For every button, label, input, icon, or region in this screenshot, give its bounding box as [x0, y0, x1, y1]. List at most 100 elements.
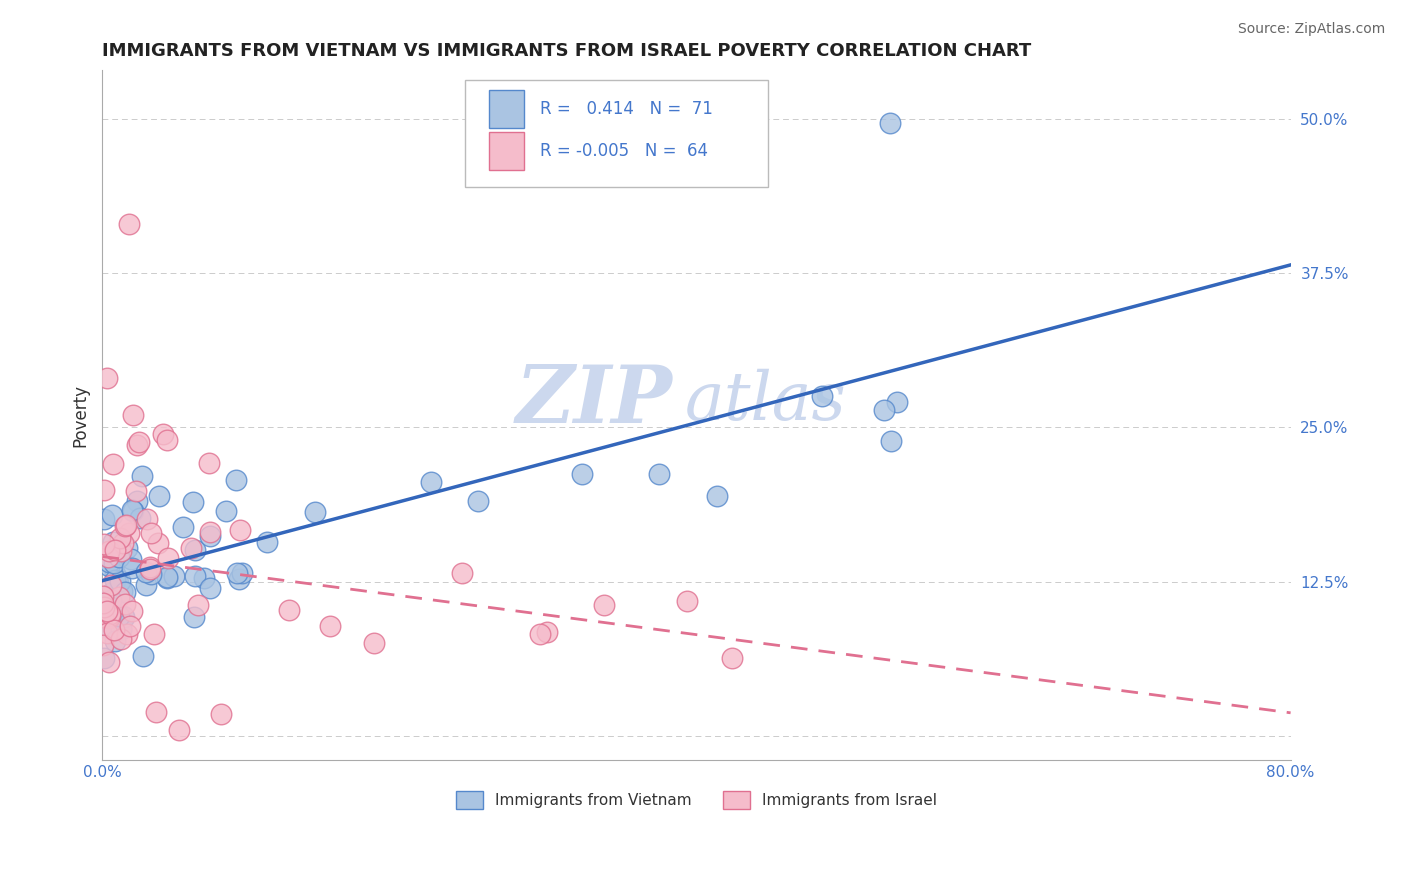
- Point: [122, 408, 145, 422]
- Point: [97, 558, 120, 573]
- Point: [135, 578, 157, 592]
- Point: [121, 560, 143, 574]
- Point: [135, 565, 157, 579]
- Point: [101, 535, 124, 549]
- Point: [593, 598, 616, 612]
- Point: [96, 371, 118, 385]
- Point: [467, 494, 489, 508]
- Text: ZIP: ZIP: [516, 362, 672, 440]
- Point: [111, 536, 134, 550]
- Point: [226, 566, 249, 581]
- Point: [419, 475, 441, 490]
- Point: [107, 540, 129, 554]
- Point: [91, 596, 114, 610]
- Point: [873, 403, 896, 417]
- Point: [93, 590, 115, 604]
- Point: [114, 519, 136, 533]
- Point: [107, 575, 129, 590]
- Point: [107, 608, 129, 623]
- Point: [121, 604, 143, 618]
- Point: [277, 602, 299, 616]
- Point: [93, 651, 115, 665]
- Point: [110, 622, 132, 636]
- Point: [121, 504, 143, 518]
- Point: [139, 560, 162, 574]
- Point: [198, 456, 221, 470]
- Point: [108, 574, 131, 589]
- Point: [139, 525, 162, 540]
- Point: [112, 610, 135, 624]
- Point: [156, 571, 179, 585]
- Point: [184, 568, 207, 582]
- Point: [114, 597, 136, 611]
- Point: [128, 511, 150, 525]
- Point: [225, 473, 247, 487]
- Point: [91, 610, 114, 624]
- Point: [155, 570, 177, 584]
- Point: [127, 438, 149, 452]
- Point: [148, 489, 170, 503]
- Point: [229, 523, 252, 537]
- Point: [110, 543, 132, 558]
- Point: [110, 632, 132, 647]
- Point: [228, 572, 250, 586]
- Point: [104, 573, 127, 587]
- Point: [721, 650, 744, 665]
- Point: [529, 627, 551, 641]
- Point: [648, 467, 671, 481]
- Point: [93, 600, 115, 615]
- Text: atlas: atlas: [685, 368, 846, 434]
- FancyBboxPatch shape: [489, 90, 524, 128]
- Text: R =   0.414   N =  71: R = 0.414 N = 71: [540, 100, 713, 118]
- Point: [139, 567, 162, 582]
- Point: [143, 626, 166, 640]
- Point: [198, 529, 221, 543]
- FancyBboxPatch shape: [465, 80, 768, 187]
- Point: [121, 502, 143, 516]
- Point: [93, 537, 115, 551]
- Point: [118, 217, 141, 231]
- Point: [98, 555, 121, 569]
- Point: [363, 636, 385, 650]
- Point: [187, 598, 209, 612]
- Point: [256, 535, 278, 549]
- Point: [91, 638, 114, 652]
- Point: [91, 600, 114, 615]
- Point: [104, 601, 127, 615]
- Point: [100, 586, 122, 600]
- FancyBboxPatch shape: [489, 132, 524, 169]
- Point: [145, 705, 167, 719]
- Point: [111, 583, 134, 598]
- Point: [104, 567, 127, 582]
- Point: [319, 618, 342, 632]
- Point: [152, 426, 174, 441]
- Point: [98, 609, 121, 624]
- Point: [98, 655, 121, 669]
- Point: [91, 589, 114, 603]
- Legend: Immigrants from Vietnam, Immigrants from Israel: Immigrants from Vietnam, Immigrants from…: [450, 785, 943, 815]
- Point: [110, 623, 132, 637]
- Point: [104, 634, 127, 648]
- Point: [131, 469, 153, 483]
- Point: [98, 607, 121, 622]
- Point: [115, 541, 138, 556]
- Point: [112, 608, 135, 623]
- Point: [184, 543, 207, 558]
- Point: [163, 568, 186, 582]
- Point: [200, 524, 222, 539]
- Point: [100, 593, 122, 607]
- Point: [450, 566, 472, 580]
- Point: [104, 543, 127, 558]
- Point: [183, 495, 205, 509]
- Point: [706, 489, 728, 503]
- Point: [156, 550, 179, 565]
- Point: [96, 599, 118, 614]
- Point: [180, 541, 202, 555]
- Point: [880, 434, 903, 449]
- Point: [231, 566, 253, 581]
- Point: [132, 648, 155, 663]
- Point: [198, 581, 221, 595]
- Point: [879, 116, 901, 130]
- Y-axis label: Poverty: Poverty: [72, 384, 89, 447]
- Text: Source: ZipAtlas.com: Source: ZipAtlas.com: [1237, 22, 1385, 37]
